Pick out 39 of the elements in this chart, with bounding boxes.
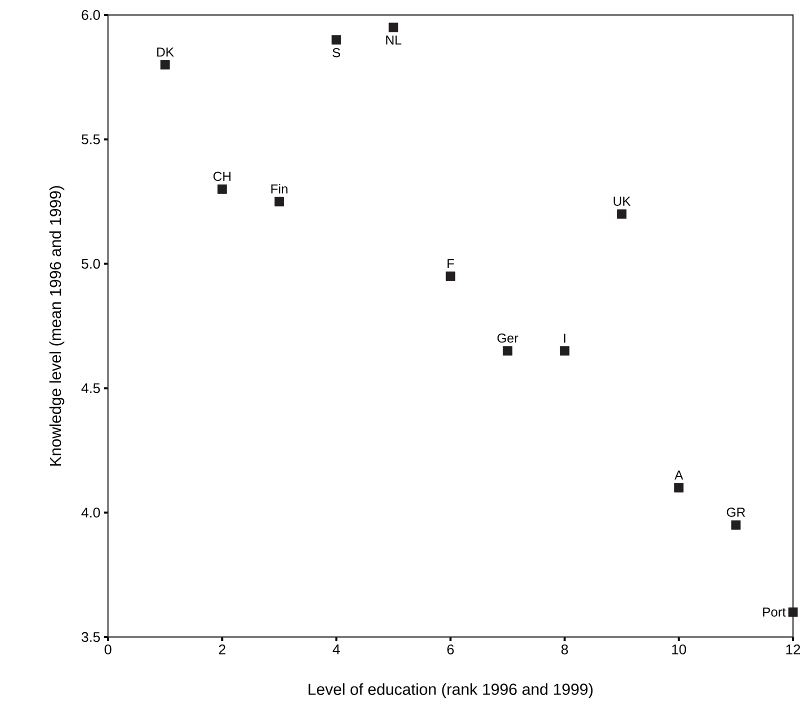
annotation: NL <box>386 36 402 45</box>
annotation: Port <box>763 608 786 617</box>
y-tick-label: 5.5 <box>82 134 100 144</box>
point <box>788 607 798 617</box>
x-axis-title: Level of education (rank 1996 and 1999) <box>308 683 593 698</box>
x-tick-label: 8 <box>561 644 568 654</box>
point <box>617 209 626 219</box>
point <box>560 346 570 356</box>
y-tick-label: 3.5 <box>82 632 100 642</box>
point <box>731 520 741 530</box>
annotation: DK <box>157 48 174 57</box>
y-tick-label: 4.5 <box>81 383 100 394</box>
point <box>332 35 342 45</box>
point <box>674 483 684 492</box>
annotation: S <box>332 48 340 58</box>
x-tick-label: 6 <box>447 644 454 654</box>
point <box>388 22 398 32</box>
point <box>160 60 170 70</box>
annotation: A <box>674 470 684 480</box>
x-tick-label: 4 <box>332 644 340 654</box>
x-tick-label: 12 <box>786 644 800 654</box>
point <box>502 346 512 356</box>
y-tick-label: 4.0 <box>81 508 100 518</box>
point <box>274 196 284 206</box>
annotation: Fin <box>271 184 288 194</box>
annotation: F <box>448 259 454 268</box>
x-tick-label: 10 <box>672 644 686 654</box>
annotation: I <box>564 334 566 343</box>
annotation: CH <box>213 172 230 181</box>
y-tick-label: 5.0 <box>82 258 100 269</box>
y-axis-title: Knowledge level (mean 1996 and 1999) <box>49 186 64 466</box>
annotation: GR <box>726 508 746 517</box>
x-tick-label: 2 <box>218 644 226 654</box>
point <box>217 184 227 194</box>
annotation: Ger <box>497 334 518 343</box>
x-tick-label: 0 <box>104 644 112 654</box>
y-tick-label: 6.0 <box>82 10 100 20</box>
point <box>446 272 456 281</box>
annotation: UK <box>614 196 631 206</box>
